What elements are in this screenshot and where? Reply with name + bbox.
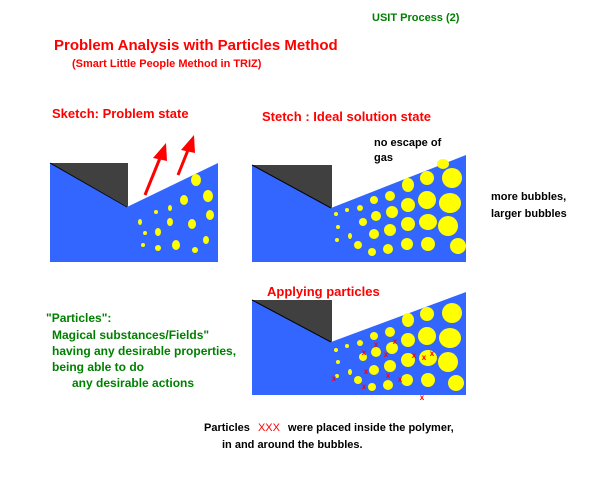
svg-text:x: x <box>422 353 427 362</box>
bubbles <box>334 159 466 256</box>
gas-escape-arrows <box>143 135 195 196</box>
svg-text:x: x <box>398 375 403 384</box>
applying-particles-label: Applying particles <box>267 284 380 299</box>
page-title: Problem Analysis with Particles Method <box>54 37 338 54</box>
svg-text:x: x <box>384 350 389 359</box>
particles-def-line4: any desirable actions <box>72 376 195 390</box>
particles-def-line2: having any desirable properties, <box>52 344 237 358</box>
svg-text:x: x <box>374 340 379 349</box>
particle-markers: x x x x x x x x x x x x x <box>332 337 435 402</box>
footer-line2: in and around the bubbles. <box>222 439 363 451</box>
no-escape-note-line2: gas <box>374 152 393 164</box>
process-label: USIT Process (2) <box>372 12 460 24</box>
footer-line1: Particles XXX were placed inside the pol… <box>204 422 454 434</box>
particles-def-line3: being able to do <box>52 360 144 374</box>
more-bubbles-note-line1: more bubbles, <box>491 191 567 203</box>
page-subtitle: (Smart Little People Method in TRIZ) <box>72 58 262 70</box>
polymer-body <box>50 163 218 262</box>
die-edge <box>251 164 332 209</box>
svg-text:x: x <box>393 337 398 346</box>
more-bubbles-note-line2: larger bubbles <box>491 208 567 220</box>
svg-text:x: x <box>412 351 417 360</box>
footer-suffix: were placed inside the polymer, <box>288 422 454 434</box>
svg-text:x: x <box>386 371 391 380</box>
ideal-state-sketch <box>251 155 466 262</box>
svg-text:x: x <box>420 393 425 402</box>
no-escape-note-line1: no escape of <box>374 137 442 149</box>
footer-prefix: Particles <box>204 422 250 434</box>
bubbles <box>138 174 214 253</box>
particles-heading: "Particles": <box>46 311 112 325</box>
footer-marker: XXX <box>257 422 280 434</box>
svg-text:x: x <box>430 349 435 358</box>
svg-text:x: x <box>362 348 367 357</box>
problem-state-sketch <box>49 135 218 262</box>
svg-text:x: x <box>332 374 337 383</box>
bubbles <box>334 303 464 391</box>
die-edge <box>251 299 332 343</box>
problem-state-label: Sketch: Problem state <box>52 106 189 121</box>
svg-text:x: x <box>364 367 369 376</box>
particles-def-line1: Magical substances/Fields" <box>52 328 210 342</box>
svg-text:x: x <box>362 382 367 391</box>
die-edge <box>49 162 128 208</box>
applying-particles-sketch: x x x x x x x x x x x x x <box>251 292 466 402</box>
ideal-state-label: Stetch : Ideal solution state <box>262 109 432 124</box>
